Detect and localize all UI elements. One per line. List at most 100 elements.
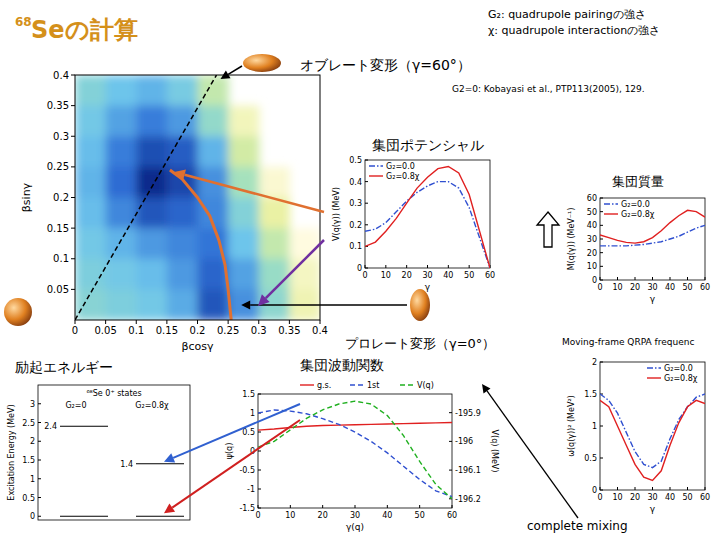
prolate-label: プロレート変形（γ=0°） — [345, 336, 495, 351]
y-tick-label: 0 — [592, 276, 597, 285]
x-tick-label: 30 — [647, 493, 657, 502]
legend-label: G₂=0.0 — [621, 200, 650, 209]
column-label: G₂=0 — [65, 401, 86, 410]
heat-cell — [75, 75, 106, 106]
heat-cell — [289, 259, 320, 290]
x-tick-label: 10 — [612, 283, 622, 292]
x-tick-label: 40 — [443, 271, 453, 280]
level — [136, 463, 184, 464]
legend-label: G₂=0.8χ — [386, 172, 420, 181]
arrow-head — [164, 503, 175, 513]
y-tick — [600, 426, 603, 427]
x-tick-label: 0 — [362, 271, 367, 280]
chart-heatmap: 00.050.10.150.20.250.30.350.40.050.10.15… — [20, 70, 328, 354]
y-tick-label: 0.5 — [349, 156, 362, 165]
x-tick-label: 10 — [381, 271, 391, 280]
x-tick-label: 60 — [700, 493, 710, 502]
x-tick — [197, 320, 198, 324]
x-tick-label: 10 — [612, 493, 622, 502]
x-tick-label: 0 — [255, 511, 260, 520]
y-tick — [600, 239, 603, 240]
x-tick — [105, 320, 106, 324]
x-tick — [452, 505, 453, 508]
heat-cell — [228, 106, 259, 137]
x-tick-label: 0 — [72, 325, 78, 336]
heat-cell — [106, 167, 137, 198]
heat-cell — [167, 75, 198, 106]
y-tick-label: -1 — [247, 485, 255, 494]
oblate-label: オブレート変形（γ=60°） — [300, 57, 471, 73]
chart-line: 010203040506000.511.52G₂=0.0G₂=0.8χγω(q(… — [562, 337, 710, 514]
y-tick — [600, 490, 603, 491]
y-tick — [365, 268, 368, 269]
chart-level: 00.511.522.53Excitation Energy (MeV)励起エネ… — [7, 359, 190, 521]
arrow-head — [482, 384, 491, 393]
series-line — [258, 410, 452, 497]
y-tick — [38, 403, 41, 404]
y-tick — [365, 224, 368, 225]
arrow-shaft — [266, 240, 324, 298]
y-tick-label: 0.5 — [242, 428, 255, 437]
y-tick-label: 0 — [357, 264, 362, 273]
y-tick-label: 40 — [587, 221, 597, 230]
chart-title: 集団ポテンシャル — [372, 137, 484, 153]
y-tick — [71, 197, 75, 198]
legend-label: G₂=0.0 — [386, 162, 415, 171]
plot-area — [60, 426, 184, 516]
legend-swatch — [647, 377, 661, 378]
chart-title: 集団質量 — [612, 174, 664, 189]
x-tick — [419, 505, 420, 508]
y-tick-label: 0.2 — [53, 192, 69, 203]
x-tick — [617, 487, 618, 490]
arrow-shaft — [487, 391, 578, 518]
heat-cell — [136, 289, 167, 320]
y-tick — [365, 181, 368, 182]
x-tick-label: 0 — [597, 283, 602, 292]
plot-area — [75, 75, 320, 320]
y-tick-label: 1.5 — [22, 456, 35, 465]
x-tick — [228, 320, 229, 324]
level — [60, 516, 108, 517]
x-tick-label: 20 — [402, 271, 412, 280]
y-tick-label: 0.5 — [22, 494, 35, 503]
decorations — [4, 54, 578, 518]
plot-area — [365, 166, 490, 268]
y-tick — [365, 203, 368, 204]
heat-cell — [106, 198, 137, 229]
y-tick — [71, 105, 75, 106]
y-tick-label: 0.15 — [47, 223, 69, 234]
arrow-shaft — [172, 420, 300, 508]
x-tick-label: 0.3 — [251, 325, 267, 336]
plot-area — [600, 394, 705, 480]
x-tick — [448, 265, 449, 268]
y-tick — [258, 508, 261, 509]
x-tick — [322, 505, 323, 508]
heat-cell — [228, 259, 259, 290]
x-tick — [75, 320, 76, 324]
y-tick — [38, 516, 41, 517]
legend-swatch — [604, 203, 618, 204]
x-tick — [635, 277, 636, 280]
heat-cell — [75, 106, 106, 137]
heat-cell — [167, 106, 198, 137]
x-tick — [617, 277, 618, 280]
y-tick-label: 2.5 — [22, 419, 35, 428]
gamma-line — [75, 75, 216, 320]
arrow — [482, 384, 578, 518]
slide: 68Seの計算G₂: quadrupole pairingの強さχ: quadr… — [0, 0, 720, 540]
x-tick — [320, 320, 321, 324]
y-tick-label: 0.4 — [349, 178, 362, 187]
y-tick-label: 10 — [587, 262, 597, 271]
cells — [75, 75, 320, 320]
y2-tick — [449, 412, 452, 413]
x-label: βcosγ — [181, 340, 214, 353]
x-tick-label: 0.4 — [312, 325, 328, 336]
x-tick-label: 40 — [665, 493, 675, 502]
plot-area — [258, 401, 452, 499]
legend-label: V(q) — [417, 381, 434, 390]
x-tick — [652, 277, 653, 280]
hollow-arrow — [537, 212, 559, 247]
y-tick-label: 0 — [592, 486, 597, 495]
legend-label: G₂=0.0 — [664, 364, 693, 373]
legend-swatch — [647, 367, 661, 368]
